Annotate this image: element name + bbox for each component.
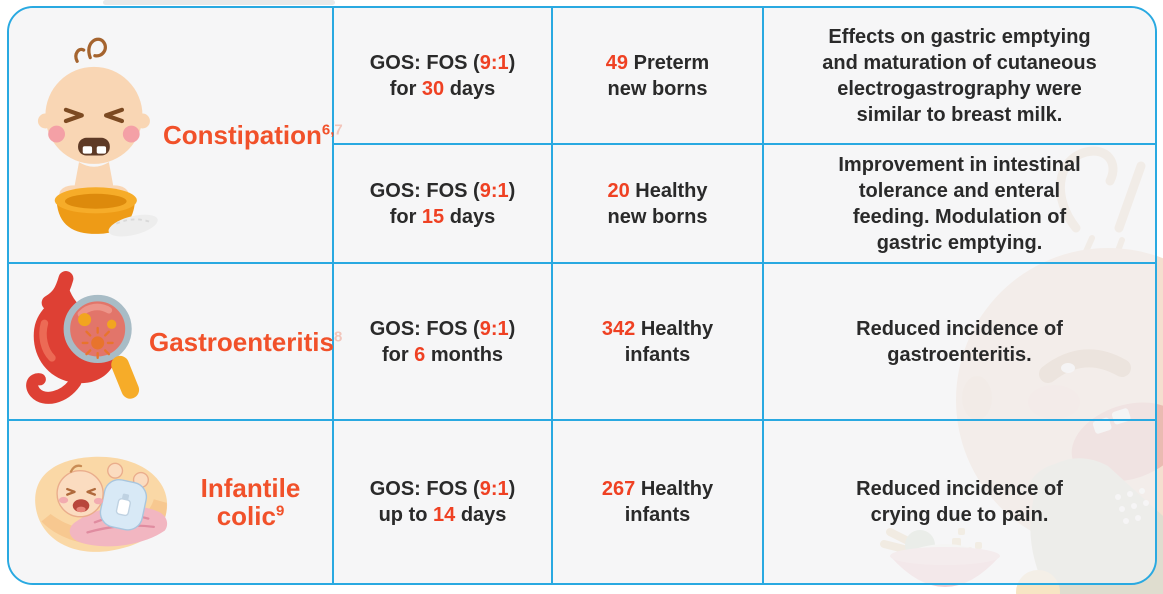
condition-label-constipation: Constipation6,7	[163, 121, 349, 149]
subjects-line: 342 Healthy	[601, 317, 714, 340]
outcome-cell-study-4: Reduced incidence of crying due to pain.	[764, 421, 1155, 583]
dose-line: GOS: FOS (9:1)	[369, 317, 516, 340]
condition-cell-infantile-colic: Infantile colic9	[9, 421, 334, 583]
top-edge-decoration	[103, 0, 335, 5]
outcome-text: Improvement in intestinal tolerance and e…	[838, 153, 1081, 254]
outcome-cell-study-1: Effects on gastric emptying and maturatio…	[764, 8, 1155, 145]
condition-text: Gastroenteritis	[149, 326, 334, 357]
baby-on-potty-icon	[23, 29, 163, 241]
outcome-cell-study-3: Reduced incidence of gastroenteritis.	[764, 264, 1155, 421]
condition-text: Constipation	[163, 120, 322, 150]
condition-label-gastroenteritis: Gastroenteritis8	[149, 328, 348, 356]
crying-baby-blanket-icon	[23, 442, 175, 562]
dose-cell-study-1: GOS: FOS (9:1) for 30 days	[334, 8, 553, 145]
subjects-line: 49 Preterm	[605, 51, 710, 74]
stomach-magnifier-icon	[23, 270, 149, 413]
dose-line: GOS: FOS (9:1)	[369, 51, 516, 74]
condition-reference: 9	[275, 502, 285, 520]
condition-cell-constipation: Constipation6,7	[9, 8, 343, 264]
subjects-line: new borns	[607, 77, 708, 100]
dose-line: up to 14 days	[378, 504, 507, 526]
outcome-text: Effects on gastric emptying and maturatio…	[822, 25, 1097, 126]
outcome-text: Reduced incidence of gastroenteritis.	[856, 317, 1063, 366]
dose-line: GOS: FOS (9:1)	[369, 179, 516, 202]
subjects-line: infants	[624, 343, 691, 366]
subjects-cell-study-1: 49 Preterm new borns	[553, 8, 764, 145]
dose-cell-study-4: GOS: FOS (9:1) up to 14 days	[334, 421, 553, 583]
dose-line: for 15 days	[389, 205, 496, 228]
dose-line: for 30 days	[389, 77, 496, 100]
dose-cell-study-3: GOS: FOS (9:1) for 6 months	[334, 264, 553, 421]
subjects-line: new borns	[607, 205, 708, 228]
outcome-cell-study-2: Improvement in intestinal tolerance and e…	[764, 145, 1155, 264]
outcome-text: Reduced incidence of crying due to pain.	[856, 478, 1063, 526]
subjects-cell-study-3: 342 Healthy infants	[553, 264, 764, 421]
subjects-cell-study-2: 20 Healthy new borns	[553, 145, 764, 264]
dose-line: GOS: FOS (9:1)	[369, 478, 516, 500]
condition-text: Infantile colic	[200, 473, 301, 531]
dose-line: for 6 months	[381, 343, 504, 366]
condition-label-infantile-colic: Infantile colic9	[175, 474, 332, 530]
prebiotic-studies-table: Constipation6,7 GOS: FOS (9:1) for 30 da…	[7, 6, 1157, 585]
subjects-cell-study-4: 267 Healthy infants	[553, 421, 764, 583]
condition-cell-gastroenteritis: Gastroenteritis8	[9, 264, 342, 421]
subjects-line: 267 Healthy	[601, 478, 714, 500]
subjects-line: infants	[624, 504, 691, 526]
dose-cell-study-2: GOS: FOS (9:1) for 15 days	[334, 145, 553, 264]
subjects-line: 20 Healthy	[607, 179, 708, 202]
